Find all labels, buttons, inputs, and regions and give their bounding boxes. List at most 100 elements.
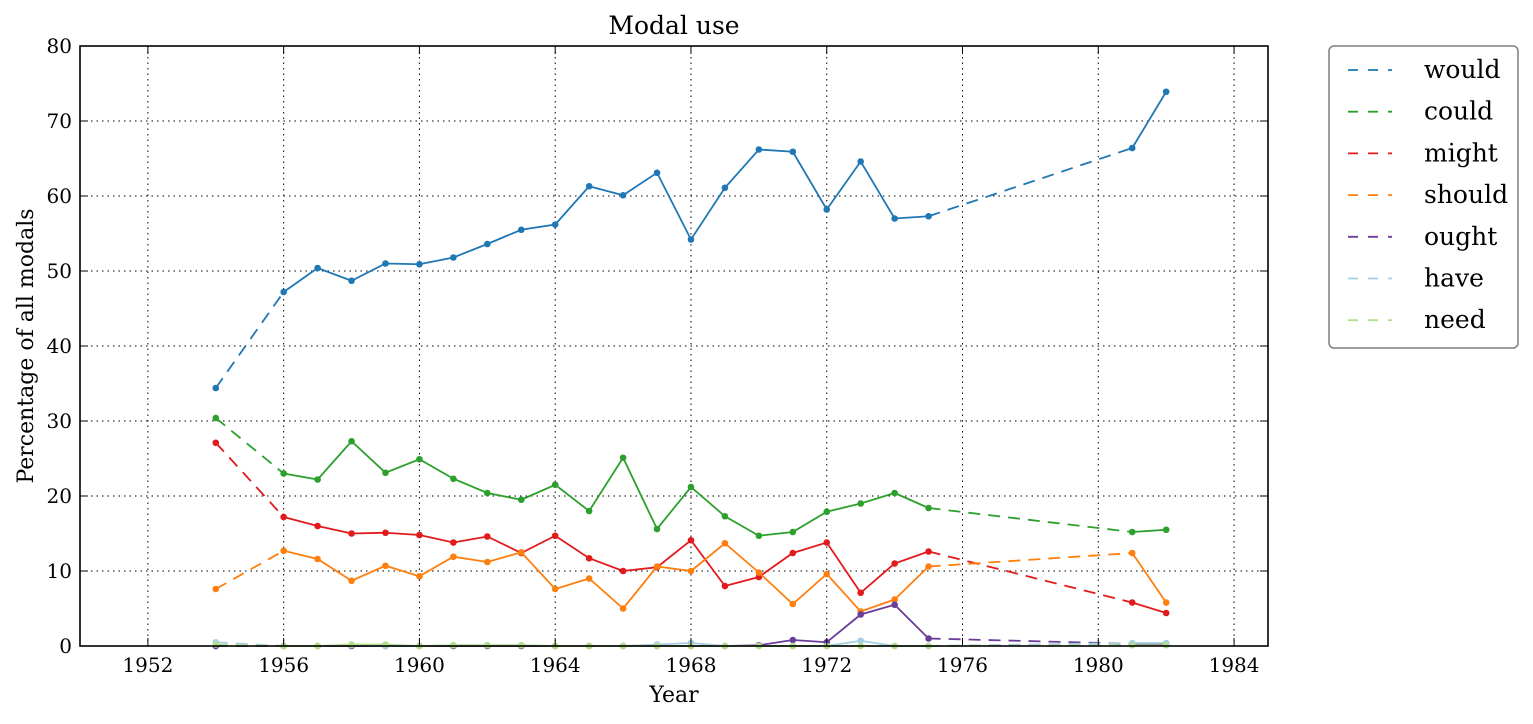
data-point: [891, 560, 898, 567]
data-point: [857, 611, 864, 618]
data-point: [517, 548, 525, 556]
legend-label: should: [1424, 180, 1508, 209]
data-point: [653, 169, 661, 177]
data-point: [1162, 526, 1170, 534]
series-line: [283, 603, 1167, 647]
y-tick-label: 60: [47, 184, 72, 208]
x-tick-label: 1968: [666, 653, 717, 677]
y-tick-label: 30: [47, 409, 72, 433]
y-tick-label: 50: [47, 259, 72, 283]
data-point: [925, 504, 932, 512]
legend-label: might: [1424, 138, 1498, 167]
y-axis-title: Percentage of all modals: [14, 208, 39, 483]
data-point: [857, 158, 864, 165]
data-point: [619, 191, 627, 199]
data-point: [450, 475, 457, 483]
y-tick-label: 40: [47, 334, 72, 358]
data-point: [212, 384, 220, 392]
data-point: [925, 635, 932, 642]
data-point: [687, 236, 695, 243]
data-point: [382, 641, 389, 648]
data-point: [212, 414, 220, 422]
legend-label: need: [1424, 305, 1486, 334]
data-point: [450, 539, 457, 546]
data-point: [280, 547, 287, 555]
data-point: [653, 525, 661, 533]
data-point: [585, 575, 593, 582]
data-point: [857, 637, 864, 645]
data-point: [585, 182, 593, 190]
data-point: [857, 589, 864, 597]
data-point: [585, 554, 593, 562]
data-point: [925, 548, 932, 555]
data-point: [551, 585, 559, 593]
data-point: [585, 507, 593, 515]
data-point: [416, 572, 423, 580]
y-tick-label: 20: [47, 484, 72, 508]
data-point: [314, 555, 321, 563]
data-point: [314, 264, 321, 272]
data-point: [280, 470, 287, 477]
data-point: [348, 641, 355, 648]
data-point: [450, 254, 457, 261]
data-point: [619, 605, 627, 612]
data-point: [687, 483, 695, 491]
data-point: [382, 469, 389, 477]
legend-label: could: [1424, 97, 1493, 126]
data-point: [416, 260, 423, 268]
data-point: [755, 532, 763, 540]
data-point: [517, 496, 525, 504]
x-tick-label: 1980: [1073, 653, 1124, 677]
legend-label: ought: [1424, 222, 1497, 251]
data-point: [416, 531, 423, 539]
data-point: [721, 582, 729, 590]
series-line: [283, 516, 1167, 614]
data-point: [755, 146, 763, 153]
data-point: [721, 512, 729, 520]
series-line: [283, 439, 1167, 537]
y-tick-label: 10: [47, 559, 72, 583]
x-tick-label: 1956: [258, 653, 309, 677]
data-point: [1128, 549, 1136, 557]
y-tick-label: 0: [59, 634, 72, 658]
data-point: [891, 489, 898, 497]
y-tick-label: 80: [47, 34, 72, 58]
series-would: [212, 88, 1170, 392]
series-gap-line: [215, 549, 1133, 590]
data-point: [1128, 144, 1136, 152]
data-point: [382, 562, 389, 570]
data-point: [823, 570, 831, 578]
series-line: [283, 542, 1167, 613]
x-tick-label: 1960: [394, 653, 445, 677]
data-point: [348, 277, 355, 285]
data-point: [314, 476, 321, 483]
data-point: [721, 184, 729, 192]
x-tick-label: 1984: [1209, 653, 1260, 677]
data-point: [551, 532, 559, 540]
x-tick-label: 1976: [937, 653, 988, 677]
data-point: [212, 439, 220, 447]
data-point: [823, 539, 831, 546]
series-should: [212, 539, 1170, 615]
data-point: [517, 226, 525, 234]
data-point: [348, 530, 355, 537]
data-point: [1162, 609, 1170, 617]
data-point: [551, 481, 559, 489]
data-point: [789, 600, 797, 608]
data-point: [484, 558, 491, 566]
x-tick-label: 1952: [122, 653, 173, 677]
data-point: [382, 529, 389, 537]
x-axis-title: Year: [648, 683, 699, 708]
data-point: [891, 601, 898, 609]
data-point: [619, 567, 627, 575]
series-might: [212, 439, 1170, 617]
chart-title: Modal use: [608, 11, 739, 40]
data-point: [314, 522, 321, 530]
legend: would could might should ought have need: [1328, 45, 1519, 349]
data-point: [789, 636, 797, 644]
data-point: [823, 508, 831, 516]
ticks: 1952 1956 1960 1964 1968 1972 1976 1980 1984 0 10 2…: [47, 34, 1268, 677]
series-gap-line: [215, 147, 1133, 389]
data-point: [382, 260, 389, 267]
